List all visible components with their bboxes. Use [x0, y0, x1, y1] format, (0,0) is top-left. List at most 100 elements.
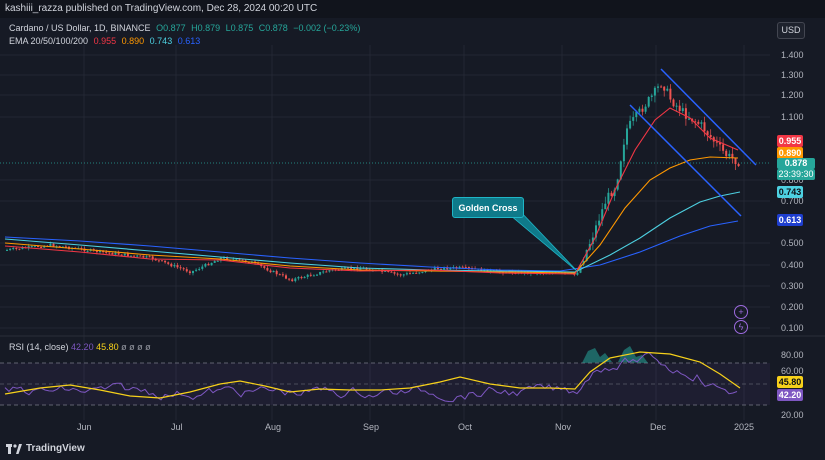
candle-body — [579, 264, 582, 273]
candle-body — [663, 86, 666, 91]
candle-body — [576, 272, 579, 275]
candle-body — [461, 266, 464, 268]
candle-body — [666, 88, 669, 91]
candle-body — [130, 255, 132, 257]
time-tick: Dec — [650, 422, 667, 432]
rsi-line — [4, 352, 738, 403]
candle-body — [675, 105, 678, 107]
golden-cross-callout[interactable]: Golden Cross — [452, 197, 524, 218]
candle-body — [18, 248, 21, 250]
time-tick: Oct — [458, 422, 473, 432]
candle-body — [213, 261, 216, 263]
candle-body — [164, 260, 167, 263]
candle-body — [21, 247, 24, 250]
ohlc-close: C0.878 — [258, 23, 288, 33]
candle-body — [619, 161, 622, 180]
candle-body — [622, 144, 625, 162]
candle-body — [61, 246, 64, 248]
candle-body — [120, 254, 123, 256]
candle-body — [601, 209, 604, 221]
rsi-value-tag: 42.20 — [777, 389, 803, 401]
currency-button[interactable]: USD — [777, 22, 805, 39]
candle-body — [52, 243, 55, 247]
rsi-value: 42.20 — [71, 342, 94, 352]
candle-body — [393, 272, 396, 274]
candle-body — [95, 250, 98, 253]
candle-body — [697, 121, 700, 124]
rsi-label: RSI (14, close) — [9, 342, 69, 352]
candle-body — [415, 272, 418, 274]
candle-body — [595, 225, 597, 238]
candle-body — [179, 267, 182, 269]
candle-body — [167, 262, 170, 264]
candle-body — [263, 266, 266, 268]
symbol-legend[interactable]: Cardano / US Dollar, 1D, BINANCE O0.877 … — [9, 22, 360, 34]
candle-body — [418, 272, 421, 274]
rsi-tick: 20.00 — [781, 410, 804, 420]
time-tick: 2025 — [734, 422, 755, 432]
golden-cross-pointer — [509, 208, 579, 273]
ohlc-open: O0.877 — [156, 23, 186, 33]
ema200-price-tag: 0.613 — [777, 214, 803, 226]
candle-body — [15, 248, 18, 250]
ema50-price-tag: 0.890 — [777, 147, 803, 159]
candle-body — [105, 252, 108, 254]
candle-body — [464, 266, 467, 268]
candle-body — [173, 265, 176, 267]
candle-body — [688, 118, 690, 120]
candle-body — [387, 271, 390, 273]
candle-body — [176, 265, 179, 268]
candle-body — [607, 192, 610, 204]
candle-body — [657, 86, 659, 88]
candle-body — [37, 245, 39, 247]
candle-body — [226, 257, 229, 261]
candle-body — [412, 272, 415, 274]
bar-countdown: 23:39:30 — [777, 169, 815, 180]
candle-body — [266, 267, 269, 271]
price-tick: 0.500 — [781, 238, 804, 248]
price-tick: 0.100 — [781, 323, 804, 333]
ema200-value: 0.613 — [177, 36, 201, 46]
rsi-legend[interactable]: RSI (14, close) 42.20 45.80 ø ø ø ø — [9, 342, 151, 352]
candle-body — [409, 273, 411, 275]
candle-body — [272, 270, 275, 273]
rsi-tick: 80.00 — [781, 350, 804, 360]
candle-body — [316, 274, 318, 276]
ema-legend[interactable]: EMA 20/50/100/200 0.955 0.890 0.743 0.61… — [9, 35, 200, 47]
candle-body — [322, 271, 325, 273]
candle-body — [647, 96, 650, 107]
candle-body — [722, 144, 725, 151]
tradingview-logo[interactable]: TradingView — [6, 443, 85, 454]
candle-body — [405, 273, 408, 275]
tradingview-icon — [6, 443, 22, 454]
candle-body — [86, 250, 89, 252]
candle-body — [108, 252, 111, 254]
price-tick: 1.200 — [781, 90, 804, 100]
time-tick: Nov — [555, 422, 572, 432]
rsi-ma-line — [4, 351, 741, 399]
candle-body — [737, 164, 740, 167]
candle-body — [238, 258, 241, 260]
candle-body — [114, 252, 117, 255]
candle-body — [241, 259, 244, 261]
candle-body — [210, 262, 213, 266]
candle-body — [269, 270, 272, 273]
candle-body — [278, 274, 281, 276]
candle-body — [483, 268, 486, 272]
brand-name: TradingView — [26, 443, 85, 454]
candle-body — [734, 158, 737, 165]
candle-body — [27, 246, 30, 249]
candle-body — [198, 268, 201, 270]
candle-body — [142, 255, 145, 258]
lightning-icon[interactable]: ϟ — [734, 320, 748, 334]
time-tick: Sep — [363, 422, 380, 432]
rsi-tick: 60.00 — [781, 366, 804, 376]
ema20-value: 0.955 — [93, 36, 117, 46]
price-tick: 1.400 — [781, 50, 804, 60]
add-alert-button[interactable]: + — [734, 305, 748, 319]
candle-body — [145, 256, 148, 258]
candle-body — [725, 150, 728, 157]
candle-body — [12, 248, 15, 250]
candle-body — [204, 263, 207, 267]
